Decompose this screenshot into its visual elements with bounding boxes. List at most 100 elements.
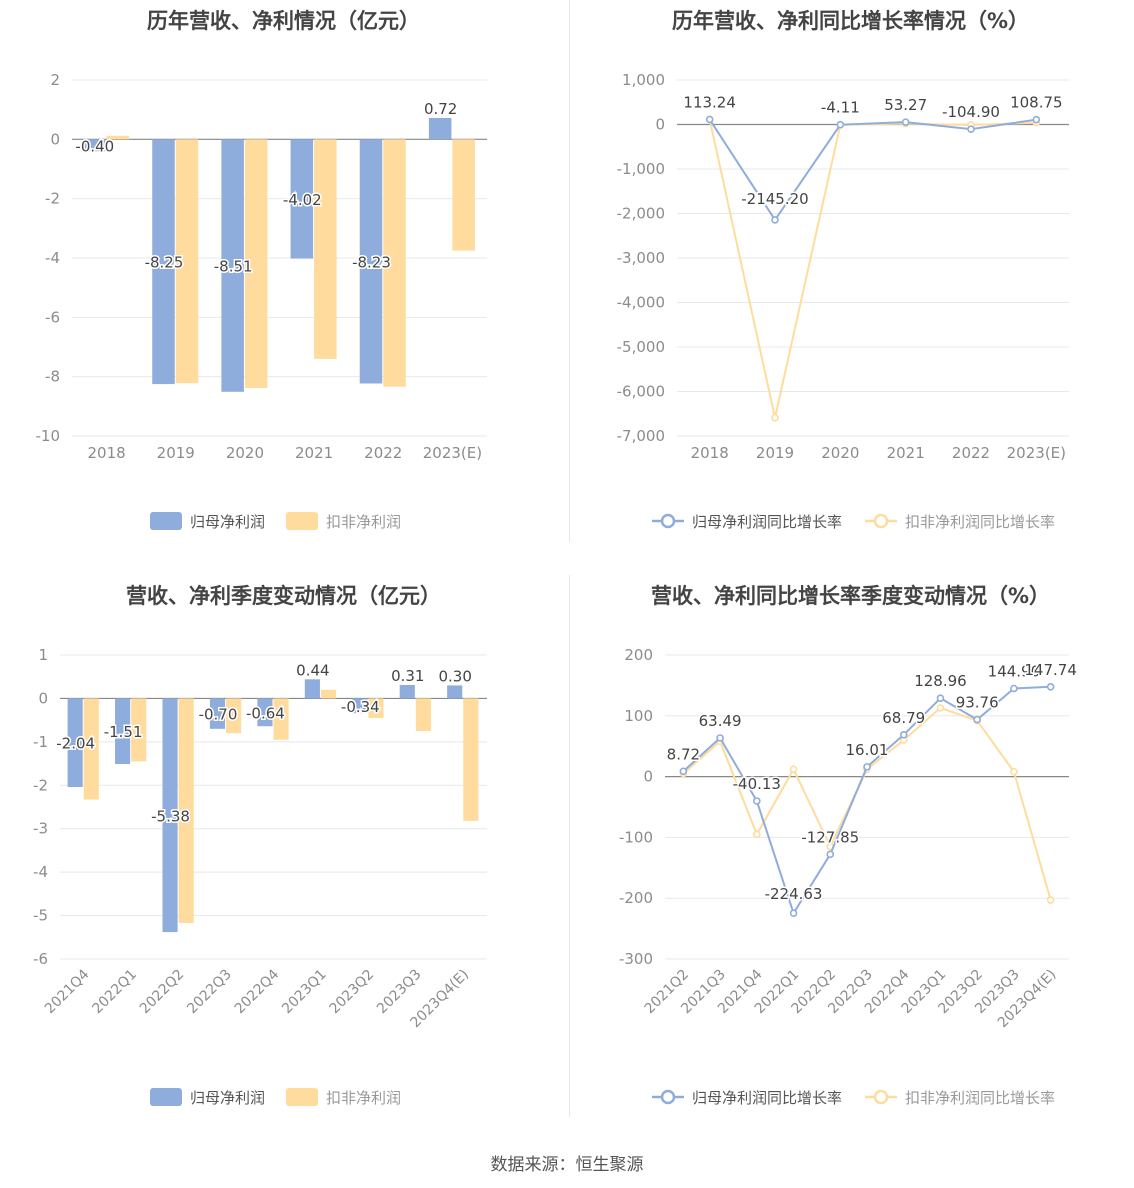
data-label: -2.04 (56, 735, 95, 753)
vertical-divider (569, 575, 570, 1117)
y-tick-label: 2 (50, 71, 60, 89)
legend-label: 归母净利润同比增长率 (692, 1089, 842, 1107)
bar-deducted-net-profit (314, 139, 337, 359)
data-point (1046, 682, 1055, 691)
y-tick-label: -5 (33, 907, 48, 925)
data-label: -1.51 (104, 723, 143, 741)
data-label: 128.96 (914, 672, 967, 690)
legend-swatch (150, 1088, 182, 1106)
data-point (771, 413, 779, 422)
y-tick-label: 1 (38, 646, 48, 664)
x-tick-label: 2022Q3 (184, 967, 235, 1018)
data-label: -104.90 (942, 103, 1000, 121)
data-point (705, 115, 714, 124)
y-tick-label: 100 (624, 707, 653, 725)
quarterly-profit-panel: 营收、净利季度变动情况（亿元） 1 0 -1 -2 -3 -4 -5 -6 2021Q4 2022… (0, 575, 567, 1120)
legend-label: 归母净利润 (190, 1089, 265, 1107)
data-label: -4.02 (283, 191, 322, 209)
data-label: -224.63 (765, 885, 823, 903)
y-tick-label: -4 (33, 863, 48, 881)
annual-growth-panel: 历年营收、净利同比增长率情况（%） 1,000 0 -1,000 -2,000 -3,0… (567, 0, 1134, 545)
x-tick-label: 2023(E) (1007, 444, 1066, 462)
data-point (836, 120, 845, 129)
annual-profit-bar-chart: 2 0 -2 -4 -6 -8 -10 2018 2019 2020 2021 2022 2023(E)… (36, 71, 487, 531)
y-tick-label: -4,000 (617, 294, 665, 312)
legend-marker (873, 1089, 889, 1105)
y-tick-label: -6 (45, 308, 60, 326)
bar-parent-net-profit (221, 139, 244, 392)
x-tick-label: 2021 (295, 444, 333, 462)
data-point (863, 763, 871, 771)
data-label: 68.79 (882, 709, 925, 727)
y-tick-label: -3,000 (617, 249, 665, 267)
data-point (936, 704, 945, 712)
y-tick-label: -10 (36, 427, 61, 445)
bar-deducted-net-profit (106, 135, 130, 140)
data-point (753, 797, 761, 805)
y-tick-label: -1,000 (617, 160, 665, 178)
chart-title: 营收、净利季度变动情况（亿元） (126, 584, 441, 608)
bar-parent-net-profit (399, 684, 415, 699)
x-tick-label: 2022 (952, 444, 990, 462)
legend-label: 扣非净利润同比增长率 (905, 1089, 1055, 1107)
data-label: 147.74 (1024, 661, 1077, 679)
bar-deducted-net-profit (83, 698, 99, 800)
bar-parent-net-profit (209, 698, 226, 729)
y-tick-label: -100 (619, 828, 653, 846)
x-tick-label: 2022 (364, 444, 402, 462)
y-tick-label: -2 (33, 776, 48, 794)
data-label: -8.51 (214, 258, 253, 276)
bar-parent-net-profit (152, 139, 175, 385)
legend-label: 扣非净利润 (326, 1089, 401, 1107)
data-point (771, 216, 779, 224)
legend-marker (660, 513, 676, 529)
series-line-parent-net-profit-growth (708, 118, 1037, 222)
bar-parent-net-profit (447, 685, 463, 699)
data-point (936, 694, 945, 702)
data-point (1010, 684, 1018, 693)
x-tick-label: 2020 (226, 444, 264, 462)
y-tick-label: -6 (33, 950, 48, 968)
data-label: -0.64 (246, 704, 285, 722)
data-label: 16.01 (846, 741, 889, 759)
bar-parent-net-profit (67, 698, 83, 788)
y-tick-label: -1 (33, 733, 48, 751)
data-point (826, 850, 835, 859)
legend-label: 归母净利润同比增长率 (692, 513, 842, 531)
y-tick-label: 0 (643, 768, 653, 786)
quarterly-growth-panel: 营收、净利同比增长率季度变动情况（%） 200 100 0 -100 -200 -300 2… (567, 575, 1134, 1120)
data-point (967, 125, 975, 133)
data-label: 108.75 (1010, 94, 1062, 112)
bar-deducted-net-profit (131, 698, 147, 762)
data-label: 63.49 (699, 712, 742, 730)
x-tick-label: 2023Q1 (279, 967, 330, 1018)
data-point (1046, 896, 1055, 904)
data-label: 144.90 (988, 663, 1041, 681)
data-label: 53.27 (884, 96, 927, 114)
data-source-note: 数据来源：恒生聚源 (490, 1155, 644, 1175)
bar-deducted-net-profit (463, 698, 479, 821)
bar-deducted-net-profit (178, 698, 194, 923)
legend-marker (873, 513, 889, 529)
legend-label: 扣非净利润 (326, 513, 401, 531)
bar-parent-net-profit (83, 139, 106, 152)
data-label: 93.76 (956, 694, 999, 712)
y-tick-label: -6,000 (617, 383, 665, 401)
quarterly-profit-bar-chart: 10-1-2-3-4-5-62021Q42022Q12022Q22022Q320… (33, 646, 487, 1107)
data-label: -2145.20 (741, 190, 808, 208)
x-tick-label: 2021Q4 (42, 966, 93, 1017)
data-label: 113.24 (683, 93, 736, 111)
legend-swatch (150, 512, 182, 530)
data-label: -0.34 (341, 698, 380, 716)
x-tick-label: 2019 (756, 444, 794, 462)
bar-parent-net-profit (428, 117, 452, 140)
data-label: -4.11 (821, 99, 860, 117)
y-tick-label: 1,000 (622, 71, 665, 89)
bar-deducted-net-profit (452, 139, 475, 251)
data-point (789, 765, 798, 774)
x-tick-label: 2022Q1 (89, 967, 140, 1018)
y-tick-label: 0 (38, 689, 48, 707)
data-point (716, 734, 724, 742)
x-tick-label: 2022Q4 (232, 966, 283, 1017)
x-tick-label: 2020 (821, 444, 859, 462)
